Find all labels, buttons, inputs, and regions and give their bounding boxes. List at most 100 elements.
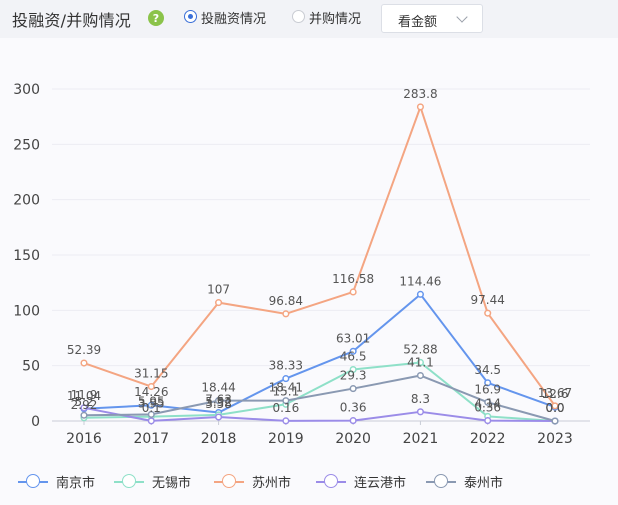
legend-marker-icon: [324, 474, 338, 488]
data-label: 107: [207, 283, 230, 297]
data-label: 7.63: [205, 393, 232, 407]
data-label: 11.04: [67, 389, 101, 403]
metric-select-value: 看金额: [398, 15, 438, 30]
data-label: 12.6: [542, 387, 569, 401]
data-label: 38.33: [269, 359, 303, 373]
data-label: 2.92: [71, 398, 98, 412]
data-point: [215, 413, 223, 421]
section-title: 投融资/并购情况: [12, 11, 131, 30]
data-point: [147, 401, 155, 409]
series-line-2: [83, 105, 556, 407]
y-tick-label: 150: [13, 248, 40, 264]
data-label: 18.44: [201, 381, 235, 395]
series-line-4: [83, 374, 556, 422]
data-point: [80, 411, 88, 419]
data-point: [282, 310, 290, 318]
legend-marker-icon: [122, 474, 136, 488]
data-label: 29.3: [340, 369, 367, 383]
legend-label: 无锡市: [152, 476, 192, 491]
radio-merger[interactable]: [292, 10, 305, 23]
x-tick-label: 2016: [66, 431, 102, 447]
data-label: 18.41: [269, 381, 303, 395]
legend-label: 南京市: [56, 476, 96, 491]
x-tick-label: 2019: [268, 431, 304, 447]
data-point: [80, 359, 88, 367]
data-point: [416, 371, 424, 380]
data-label: 46.5: [340, 350, 367, 364]
data-label: 52.39: [67, 343, 101, 357]
data-point: [551, 402, 559, 410]
data-label: 116.58: [332, 272, 374, 286]
data-label: 0.1: [142, 401, 161, 415]
series-line-3: [83, 406, 556, 422]
legend-label: 泰州市: [464, 476, 504, 491]
series-line-0: [83, 293, 556, 414]
data-point: [282, 417, 290, 425]
data-point: [484, 417, 492, 425]
data-label: 0.0: [545, 401, 564, 415]
data-label: 283.8: [403, 87, 437, 101]
data-label: 0.0: [545, 401, 564, 415]
data-point: [147, 382, 155, 391]
y-tick-label: 50: [22, 359, 40, 375]
y-tick-label: 200: [13, 193, 40, 209]
x-tick-label: 2022: [470, 431, 506, 447]
data-point: [80, 404, 88, 412]
data-label: 0.0: [545, 401, 564, 415]
metric-select[interactable]: 看金额: [381, 4, 483, 33]
y-tick-label: 0: [31, 414, 40, 430]
data-label: 3.95: [138, 397, 165, 411]
data-label: 0.36: [340, 401, 367, 415]
data-label: 63.01: [336, 331, 370, 345]
data-point: [215, 397, 223, 405]
data-label: 0.36: [474, 401, 501, 415]
x-tick-label: 2018: [201, 431, 237, 447]
data-label: 52.88: [403, 342, 437, 356]
data-point: [349, 365, 357, 374]
legend-marker-icon: [222, 474, 236, 488]
data-point: [349, 347, 357, 355]
data-point: [282, 397, 290, 405]
data-label: 114.46: [399, 274, 441, 288]
x-tick-label: 2023: [537, 431, 573, 447]
legend-marker-icon: [434, 474, 448, 488]
data-label: 96.84: [269, 294, 303, 308]
data-point: [484, 398, 492, 406]
data-point: [147, 417, 155, 425]
data-point: [416, 290, 424, 298]
data-label: 34.5: [474, 363, 501, 377]
data-label: 8.3: [411, 392, 430, 406]
radio-merger-label[interactable]: 并购情况: [309, 12, 362, 27]
data-point: [416, 103, 424, 111]
legend-label: 连云港市: [354, 476, 407, 491]
data-label: 0.16: [272, 401, 299, 415]
data-label: 5.52: [205, 395, 232, 409]
data-point: [282, 375, 290, 383]
data-point: [147, 410, 155, 418]
x-tick-label: 2021: [403, 431, 439, 447]
data-point: [484, 309, 492, 317]
data-label: 13.67: [538, 386, 572, 400]
header-bar: 投融资/并购情况 ? 投融资情况 并购情况 看金额: [0, 0, 618, 38]
data-label: 97.44: [471, 293, 505, 307]
data-label: 15.1: [272, 384, 299, 398]
data-label: 11.9: [71, 388, 98, 402]
x-tick-label: 2020: [335, 431, 371, 447]
y-tick-label: 250: [13, 137, 40, 153]
data-point: [551, 417, 559, 425]
data-label: 14.26: [134, 385, 168, 399]
y-tick-label: 100: [13, 303, 40, 319]
data-point: [416, 408, 424, 416]
series-line-1: [83, 361, 556, 422]
data-label: 16.9: [474, 382, 501, 396]
data-point: [349, 385, 357, 393]
radio-investment[interactable]: [184, 10, 197, 23]
data-point: [349, 288, 357, 296]
data-point: [416, 358, 424, 367]
data-point: [349, 417, 357, 425]
data-point: [215, 299, 223, 307]
radio-investment-label[interactable]: 投融资情况: [201, 12, 267, 27]
help-icon[interactable]: ?: [148, 10, 164, 26]
legend-label: 苏州市: [252, 476, 292, 491]
